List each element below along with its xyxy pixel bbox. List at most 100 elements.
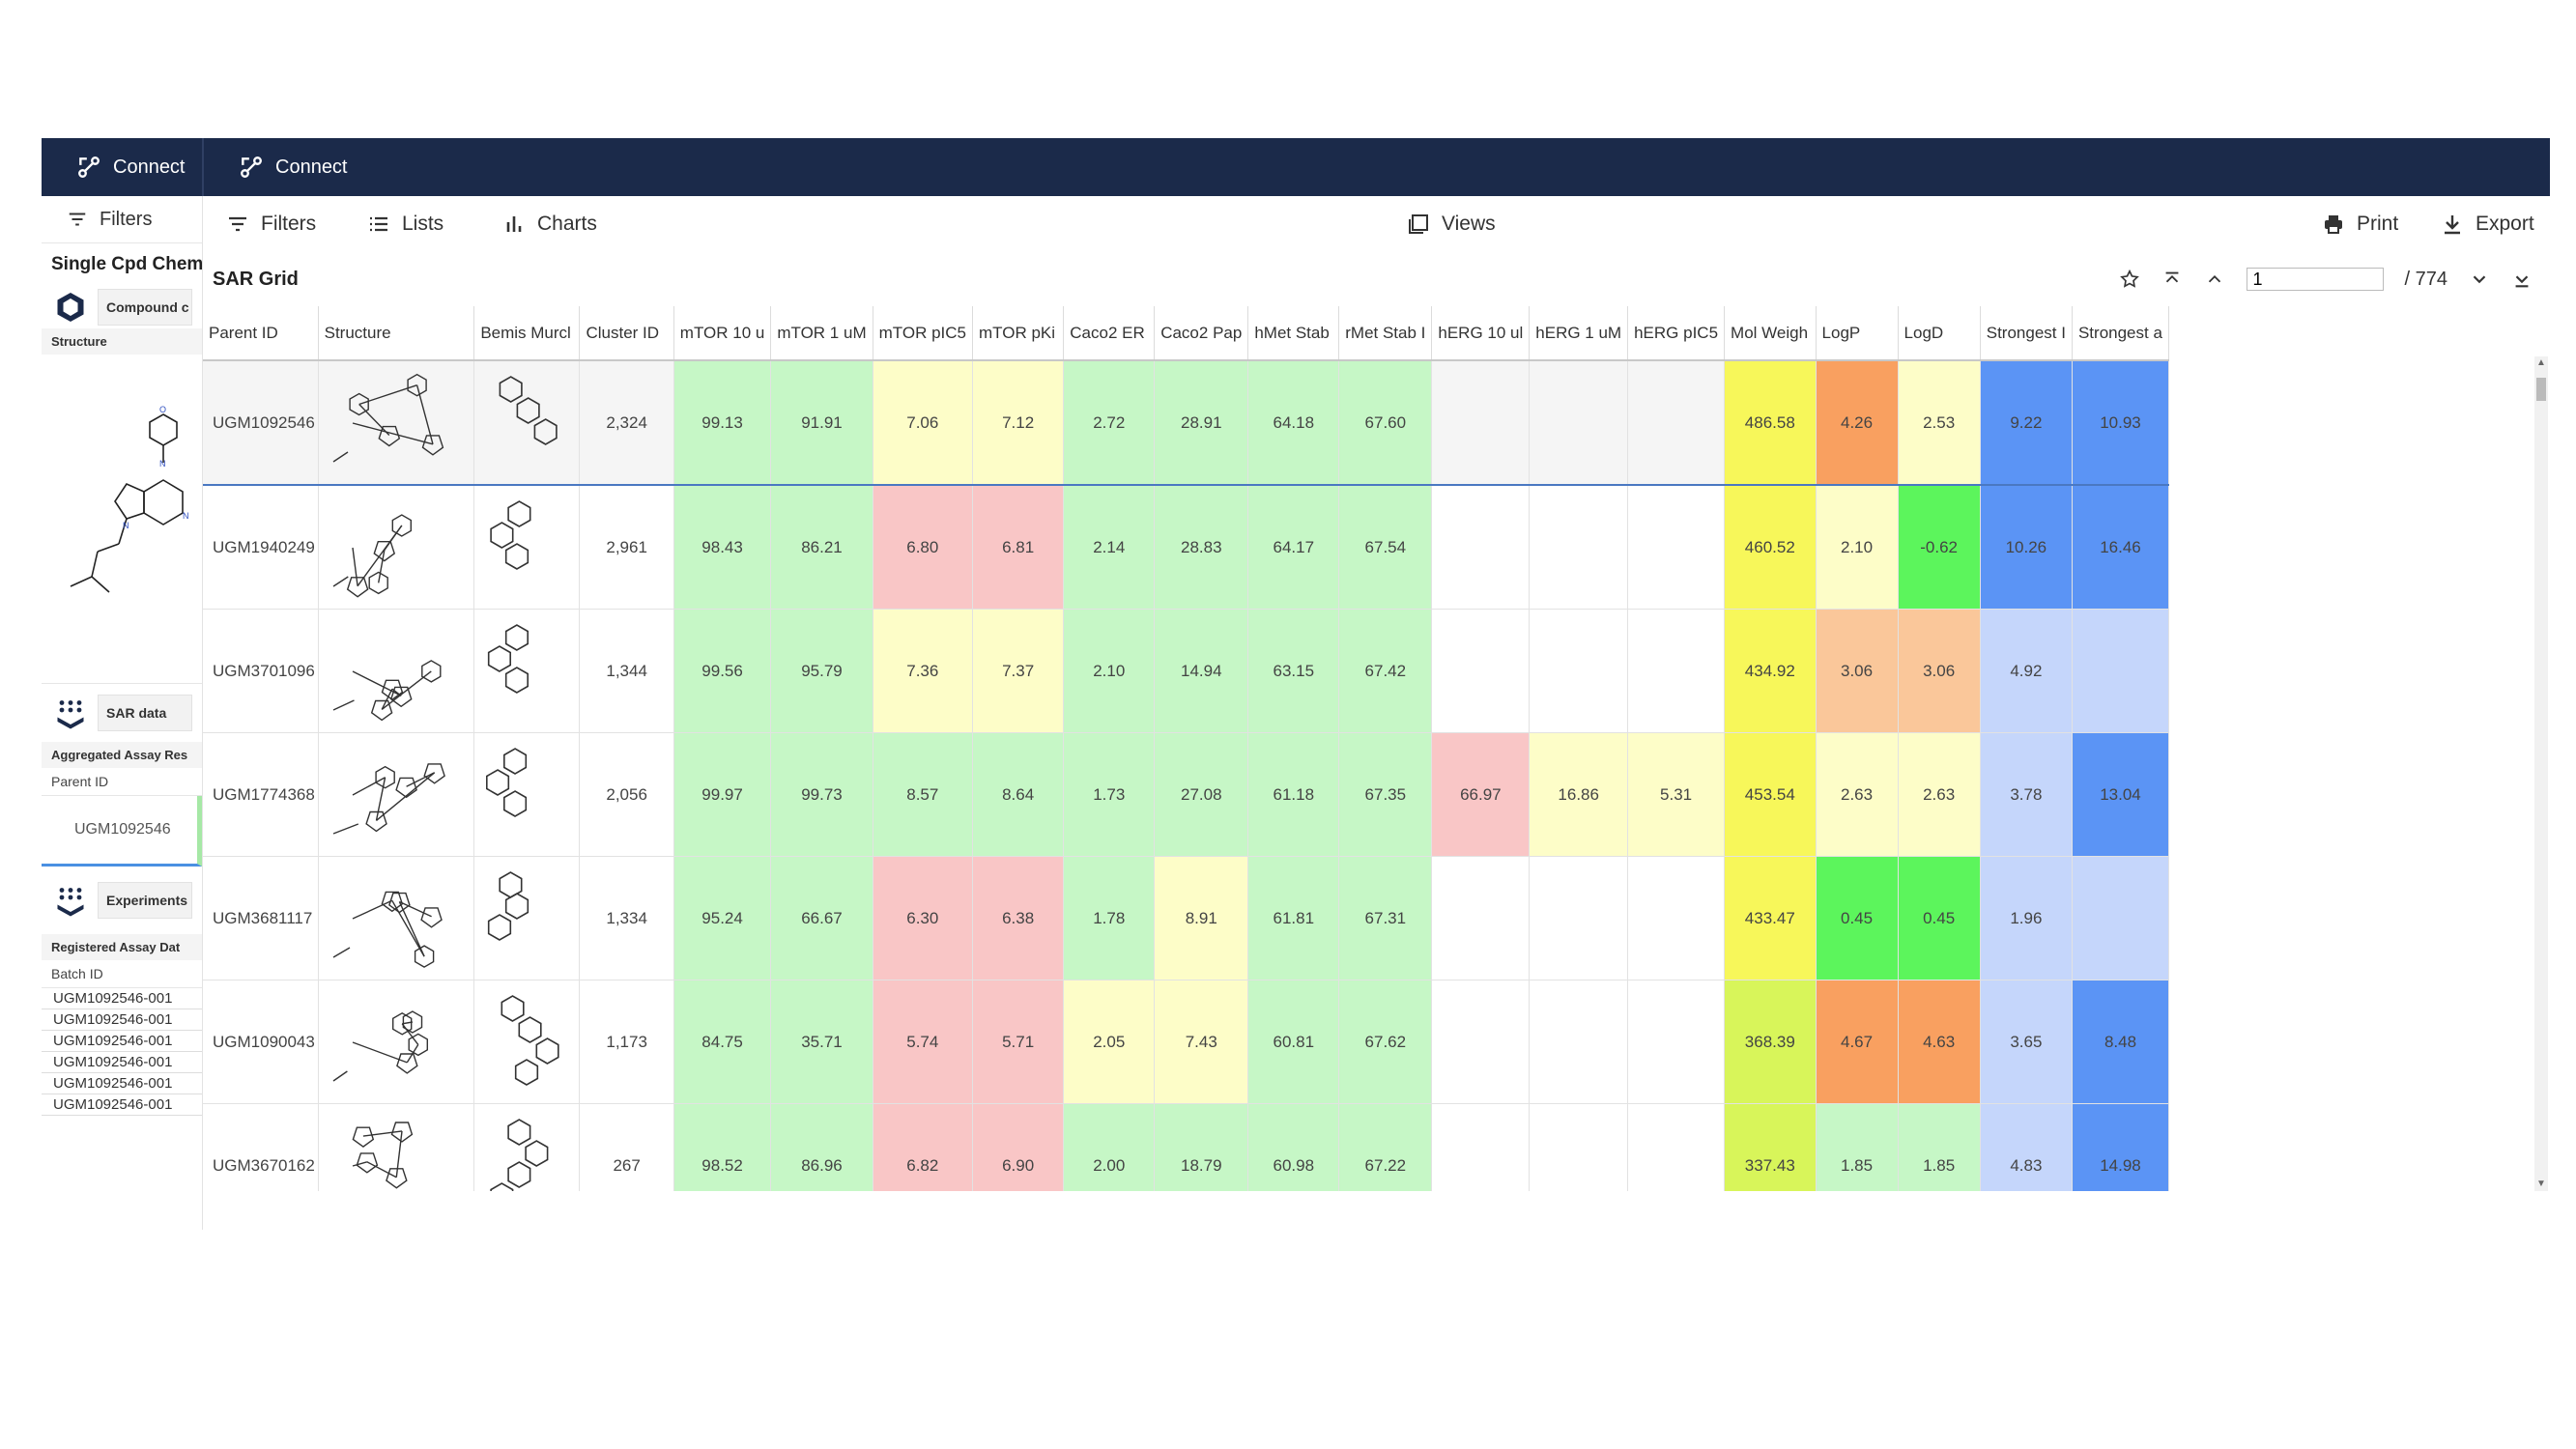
- data-cell[interactable]: 5.71: [972, 980, 1065, 1104]
- data-cell[interactable]: 368.39: [1724, 980, 1817, 1104]
- data-cell[interactable]: [2072, 856, 2169, 980]
- data-cell[interactable]: 86.21: [770, 485, 873, 610]
- last-page-icon[interactable]: [2511, 269, 2533, 290]
- column-header[interactable]: hERG 10 ul: [1431, 306, 1531, 361]
- left-filters-button[interactable]: Filters: [42, 196, 202, 243]
- data-cell[interactable]: 28.91: [1154, 360, 1249, 486]
- bemis-murcko-cell[interactable]: [473, 732, 581, 857]
- data-cell[interactable]: 6.38: [972, 856, 1065, 980]
- data-cell[interactable]: 4.67: [1816, 980, 1899, 1104]
- data-cell[interactable]: 66.97: [1431, 732, 1531, 857]
- parent-id-cell[interactable]: UGM3670162: [203, 1103, 319, 1191]
- data-cell[interactable]: [1431, 856, 1531, 980]
- data-cell[interactable]: [1431, 485, 1531, 610]
- data-cell[interactable]: 1.73: [1063, 732, 1156, 857]
- data-cell[interactable]: [1627, 980, 1726, 1104]
- data-cell[interactable]: 99.97: [673, 732, 772, 857]
- data-cell[interactable]: [1627, 856, 1726, 980]
- parent-id-cell[interactable]: UGM1090043: [203, 980, 319, 1104]
- batch-row[interactable]: UGM1092546-001: [42, 1094, 202, 1116]
- data-cell[interactable]: 99.13: [673, 360, 772, 486]
- data-cell[interactable]: 7.36: [873, 609, 973, 733]
- cube-icon[interactable]: [53, 290, 88, 325]
- data-cell[interactable]: 35.71: [770, 980, 873, 1104]
- data-cell[interactable]: 63.15: [1247, 609, 1340, 733]
- data-cell[interactable]: [1627, 360, 1726, 486]
- data-cell[interactable]: 67.31: [1338, 856, 1433, 980]
- data-cell[interactable]: [1627, 1103, 1726, 1191]
- column-header[interactable]: Parent ID: [203, 306, 319, 361]
- data-cell[interactable]: 16.86: [1529, 732, 1629, 857]
- parent-id-cell[interactable]: UGM3681117: [203, 856, 319, 980]
- bemis-murcko-cell[interactable]: [473, 1103, 581, 1191]
- data-cell[interactable]: 28.83: [1154, 485, 1249, 610]
- data-cell[interactable]: 0.45: [1816, 856, 1899, 980]
- column-header[interactable]: LogD: [1898, 306, 1981, 361]
- data-cell[interactable]: 2,961: [579, 485, 674, 610]
- data-cell[interactable]: 433.47: [1724, 856, 1817, 980]
- lists-button[interactable]: Lists: [367, 196, 444, 252]
- data-cell[interactable]: 8.48: [2072, 980, 2169, 1104]
- data-cell[interactable]: 66.67: [770, 856, 873, 980]
- column-header[interactable]: mTOR pKi: [972, 306, 1065, 361]
- bemis-murcko-cell[interactable]: [473, 980, 581, 1104]
- data-cell[interactable]: [1529, 609, 1629, 733]
- data-cell[interactable]: 3.65: [1980, 980, 2073, 1104]
- data-cell[interactable]: 98.52: [673, 1103, 772, 1191]
- data-cell[interactable]: 4.92: [1980, 609, 2073, 733]
- data-cell[interactable]: [1529, 980, 1629, 1104]
- data-cell[interactable]: 2,324: [579, 360, 674, 486]
- data-cell[interactable]: [1627, 609, 1726, 733]
- grid-dots-icon[interactable]: [53, 883, 88, 918]
- bemis-murcko-cell[interactable]: [473, 609, 581, 733]
- data-cell[interactable]: 14.94: [1154, 609, 1249, 733]
- data-cell[interactable]: 337.43: [1724, 1103, 1817, 1191]
- data-cell[interactable]: 6.81: [972, 485, 1065, 610]
- first-page-icon[interactable]: [2161, 269, 2183, 290]
- column-header[interactable]: hERG pIC5: [1627, 306, 1726, 361]
- data-cell[interactable]: 2.72: [1063, 360, 1156, 486]
- batch-row[interactable]: UGM1092546-001: [42, 1031, 202, 1052]
- batch-row[interactable]: UGM1092546-001: [42, 988, 202, 1009]
- data-cell[interactable]: 64.17: [1247, 485, 1340, 610]
- data-cell[interactable]: 10.93: [2072, 360, 2169, 486]
- data-cell[interactable]: 1,344: [579, 609, 674, 733]
- column-header[interactable]: Strongest a: [2072, 306, 2169, 361]
- data-cell[interactable]: 9.22: [1980, 360, 2073, 486]
- data-cell[interactable]: 86.96: [770, 1103, 873, 1191]
- batch-row[interactable]: UGM1092546-001: [42, 1073, 202, 1094]
- structure-cell[interactable]: [318, 980, 475, 1104]
- scroll-down-icon[interactable]: ▼: [2536, 1179, 2546, 1189]
- data-cell[interactable]: 4.63: [1898, 980, 1981, 1104]
- data-cell[interactable]: 27.08: [1154, 732, 1249, 857]
- data-cell[interactable]: [1431, 360, 1531, 486]
- data-cell[interactable]: 5.74: [873, 980, 973, 1104]
- data-cell[interactable]: 6.30: [873, 856, 973, 980]
- data-cell[interactable]: 67.54: [1338, 485, 1433, 610]
- data-cell[interactable]: 460.52: [1724, 485, 1817, 610]
- table-row[interactable]: UGM1774368 2,056 99.97 99.73 8.57 8.64 1.73 27.…: [203, 732, 2169, 857]
- data-cell[interactable]: 67.35: [1338, 732, 1433, 857]
- column-header[interactable]: mTOR 1 uM: [770, 306, 873, 361]
- data-cell[interactable]: [1431, 980, 1531, 1104]
- batch-row[interactable]: UGM1092546-001: [42, 1009, 202, 1031]
- structure-cell[interactable]: [318, 732, 475, 857]
- data-cell[interactable]: 3.06: [1816, 609, 1899, 733]
- data-cell[interactable]: 61.18: [1247, 732, 1340, 857]
- data-cell[interactable]: 95.79: [770, 609, 873, 733]
- star-icon[interactable]: [2119, 269, 2140, 290]
- data-cell[interactable]: 67.62: [1338, 980, 1433, 1104]
- data-cell[interactable]: 2.10: [1063, 609, 1156, 733]
- data-cell[interactable]: 2,056: [579, 732, 674, 857]
- data-cell[interactable]: 61.81: [1247, 856, 1340, 980]
- table-row[interactable]: UGM1092546 2,324 99.13 91.91 7.06 7.12 2.72 28.…: [203, 360, 2169, 486]
- print-button[interactable]: Print: [2322, 196, 2398, 252]
- bemis-murcko-cell[interactable]: [473, 485, 581, 610]
- column-header[interactable]: hERG 1 uM: [1529, 306, 1629, 361]
- data-cell[interactable]: 486.58: [1724, 360, 1817, 486]
- experiments-chip[interactable]: Experiments: [98, 882, 192, 919]
- data-cell[interactable]: -0.62: [1898, 485, 1981, 610]
- export-button[interactable]: Export: [2441, 196, 2534, 252]
- data-cell[interactable]: 67.42: [1338, 609, 1433, 733]
- data-cell[interactable]: 16.46: [2072, 485, 2169, 610]
